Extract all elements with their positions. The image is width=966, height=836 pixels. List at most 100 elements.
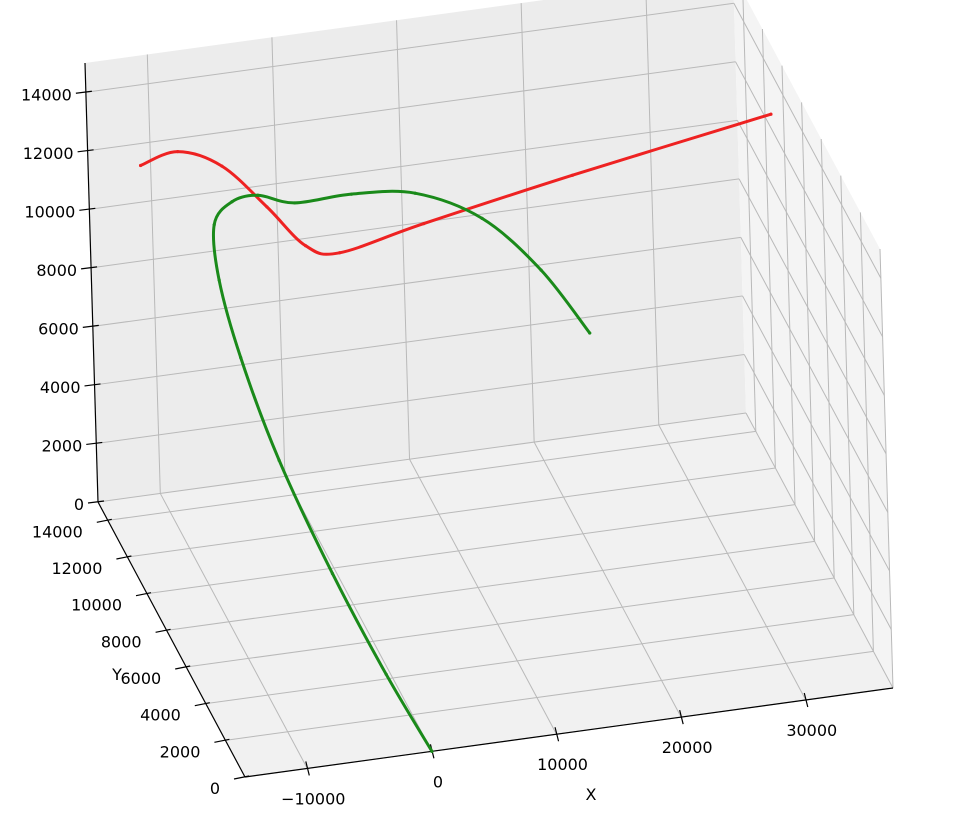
z-tick [80,266,98,270]
z-grid-line [97,412,747,503]
x-grid-line [520,3,535,443]
series-2-point [217,278,221,282]
series-1-point [138,163,143,168]
y-tick [214,738,230,743]
series-1-point [220,164,224,168]
series-1-point [176,150,180,154]
x-tick [554,727,560,742]
y-tick-label: 0 [210,779,220,798]
y-grid-line [859,212,874,652]
x-axis-line [244,687,894,778]
tick-marks: −100000100002000030000020004000600080001… [21,85,837,808]
z-grid-line [89,119,738,210]
z-tick [75,90,92,94]
z-grid-line [733,3,882,279]
y-tick-label: 12000 [51,559,102,578]
y-tick [194,702,210,707]
z-grid-line [92,236,741,327]
y-tick [155,628,171,633]
y-grid-line [742,0,757,432]
y-grid-line [127,467,776,558]
y-tick-label: 6000 [120,669,161,688]
x-tick [803,692,809,708]
y-grid-line [166,540,815,631]
z-grid-line [738,178,887,455]
x-tick [679,709,684,725]
floor-pane [98,413,893,777]
z-tick [79,207,96,211]
x-grid-line [396,20,411,460]
x-grid-line [146,54,161,494]
series-2-point [539,268,543,272]
x-tick-label: 0 [433,772,443,791]
axes-panes [85,0,893,777]
z-grid-line [736,120,885,396]
data-series [138,112,773,753]
z-tick-label: 4000 [40,378,81,397]
x-grid-line [271,37,286,477]
y-grid-line [820,138,835,579]
series-2-point [480,216,484,220]
x-tick-label: −10000 [281,789,345,808]
y-tick-label: 4000 [140,706,181,725]
z-grid-line [85,2,734,93]
series-1-point [570,173,575,177]
y-grid-line [761,28,776,469]
z-tick-label: 8000 [36,261,77,280]
series-2-point [293,201,297,205]
z-grid-line [87,61,736,152]
series-2-point [384,672,388,676]
y-grid-line [107,430,756,521]
x-grid-line [658,424,807,701]
z-grid-line [94,295,743,386]
y-grid-line [801,102,816,542]
z-grid-line [90,178,740,269]
y-grid-line [225,650,874,741]
x-tick-label: 30000 [786,721,837,740]
z-tick [82,324,99,328]
series-1-point [265,205,269,209]
series-1-point [422,221,426,226]
series-2-point [256,193,260,197]
z-tick-label: 6000 [38,319,79,338]
y-grid-line [781,65,796,505]
y-tick [116,555,132,560]
z-grid-line [745,412,894,689]
series-line-2 [211,189,592,753]
y-tick [233,775,250,780]
x-grid-line [409,458,557,735]
x-grid-line [645,0,660,425]
y-axis-line [97,501,246,778]
x-grid-line [533,441,682,718]
y-grid-line [879,248,894,689]
series-2-point [212,223,216,227]
z-tick [86,441,103,446]
y-axis-label: Y [111,665,122,684]
y-tick-label: 14000 [32,522,83,541]
z-tick [84,383,101,387]
z-tick-label: 10000 [24,202,75,221]
z-tick-label: 12000 [23,144,74,163]
z-axis-line [84,62,99,503]
y-grid-line [840,175,855,615]
z-grid-line [96,353,745,444]
y-tick [175,665,191,670]
y-tick [135,592,152,597]
series-2-point [330,571,335,576]
z-tick-label: 0 [74,495,84,514]
z-tick-label: 14000 [21,85,72,104]
series-2-point [350,192,354,196]
z-tick [87,500,105,504]
y-tick-label: 10000 [71,596,122,615]
z-grid-line [742,295,890,572]
series-2-point [588,331,592,335]
side-pane [733,0,893,688]
y-tick-label: 2000 [160,742,201,761]
y-tick-label: 8000 [101,632,142,651]
y-grid-line [186,577,835,668]
series-2-point [430,749,434,753]
z-tick-label: 2000 [42,436,83,455]
series-1-point [769,112,773,116]
series-1-point [304,244,308,248]
